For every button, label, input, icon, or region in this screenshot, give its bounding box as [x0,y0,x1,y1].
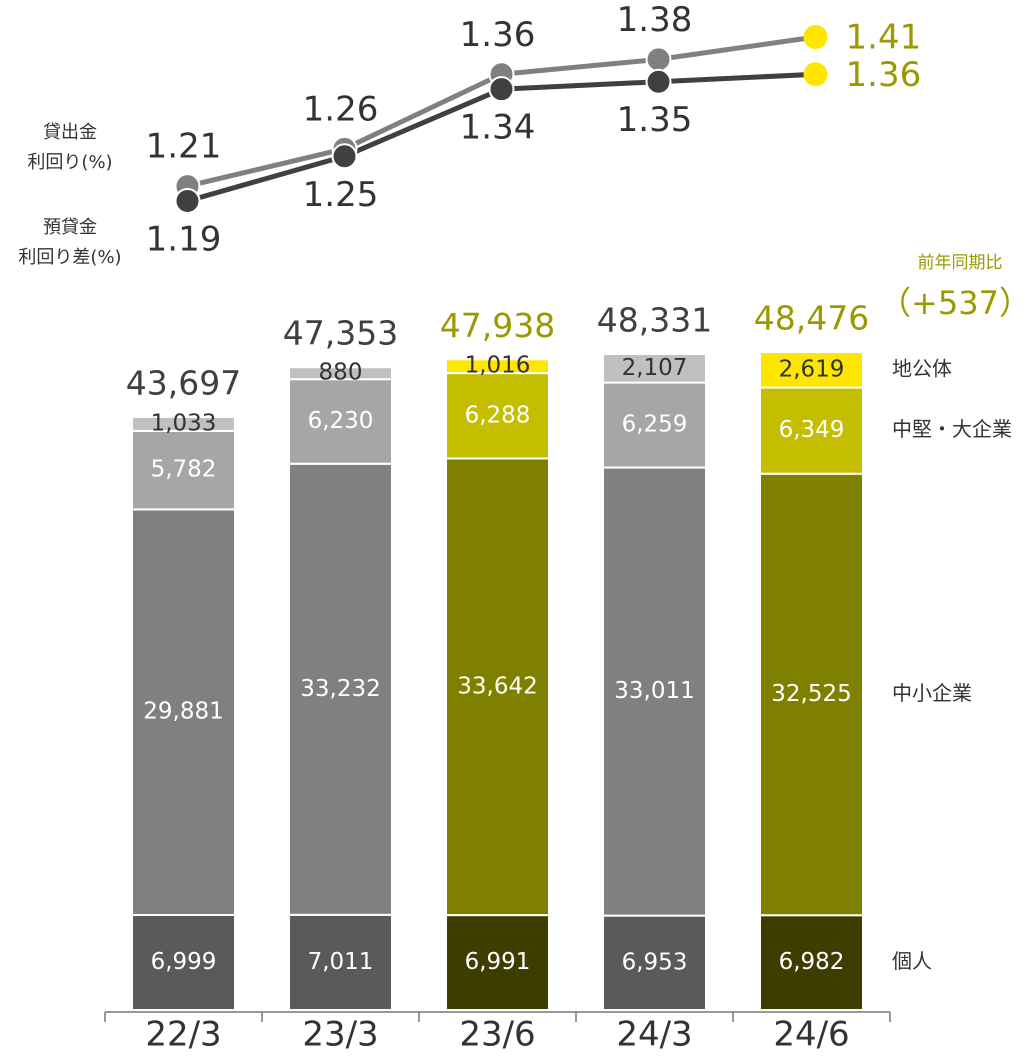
line-value-label: 1.25 [303,175,379,215]
bar-segment [288,462,393,916]
value-label: 6,230 [308,408,374,434]
series-label: 地公体 [892,356,952,380]
bar-segment [445,358,550,375]
x-tick-label: 23/3 [302,1015,378,1055]
bar-segment [288,366,393,381]
bar-segment [445,372,550,460]
value-label: 5,782 [151,457,217,483]
annotation: （+537） [879,284,1031,322]
total-label: 47,938 [440,306,555,345]
x-tick-label: 23/6 [459,1015,535,1055]
series-label: 個人 [892,949,932,973]
total-label: 47,353 [283,314,398,353]
legend-label: 預貸金 利回り差(%) [18,217,122,268]
x-tick-label: 24/6 [773,1015,849,1055]
line-value-label: 1.36 [460,15,536,55]
line-value-label: 1.38 [617,0,693,40]
value-label: 29,881 [143,699,223,725]
line-value-label: 1.34 [460,108,536,148]
x-tick-label: 22/3 [145,1015,221,1055]
line-marker [803,25,828,49]
value-label: 32,525 [771,681,851,707]
line-marker [803,62,828,87]
line-marker [645,46,672,73]
x-tick-label: 24/3 [616,1015,692,1055]
value-label: 33,011 [614,678,694,704]
line-marker [174,188,201,214]
annotation: 前年同期比 [918,253,1003,273]
bar-segment [131,913,236,1012]
bar-segment [288,913,393,1011]
bar-segment [759,351,864,389]
line-value-label: 1.36 [846,55,922,95]
line-value-label: 1.19 [146,220,222,260]
line-value-label: 1.21 [146,127,222,167]
line-value-label: 1.35 [617,100,693,140]
bar-segment [602,352,707,384]
value-label: 6,259 [622,412,688,438]
bar-segment [131,429,236,511]
value-label: 6,288 [465,402,531,428]
value-label: 7,011 [308,949,374,975]
bar-segment [445,914,550,1012]
total-label: 48,476 [754,299,869,338]
total-label: 43,697 [126,363,241,402]
total-label: 48,331 [597,300,712,339]
series-label: 中小企業 [892,681,972,705]
series-label: 中堅・大企業 [892,417,1012,441]
line-marker [488,76,515,103]
bar-segment [288,378,393,465]
line-value-label: 1.26 [303,89,379,129]
bar-segment [602,381,707,469]
value-label: 6,999 [151,949,217,975]
line-marker [331,143,358,170]
value-label: 2,107 [622,355,688,381]
bar-segment [602,466,707,917]
value-label: 1,033 [151,410,217,436]
value-label: 6,953 [622,949,688,975]
value-label: 2,619 [779,356,845,382]
value-label: 6,349 [779,417,845,443]
value-label: 880 [319,360,363,386]
value-label: 1,016 [465,353,531,379]
value-label: 6,991 [465,949,531,975]
bar-segment [131,508,236,916]
value-label: 33,232 [300,676,380,702]
value-label: 33,642 [457,673,537,699]
bar-segment [759,914,864,1011]
line-value-label: 1.41 [846,18,922,58]
value-label: 6,982 [779,949,845,975]
bar-segment [131,415,236,432]
line-marker [645,68,672,95]
bar-segment [759,472,864,917]
legend-label: 貸出金 利回り(%) [27,122,113,173]
